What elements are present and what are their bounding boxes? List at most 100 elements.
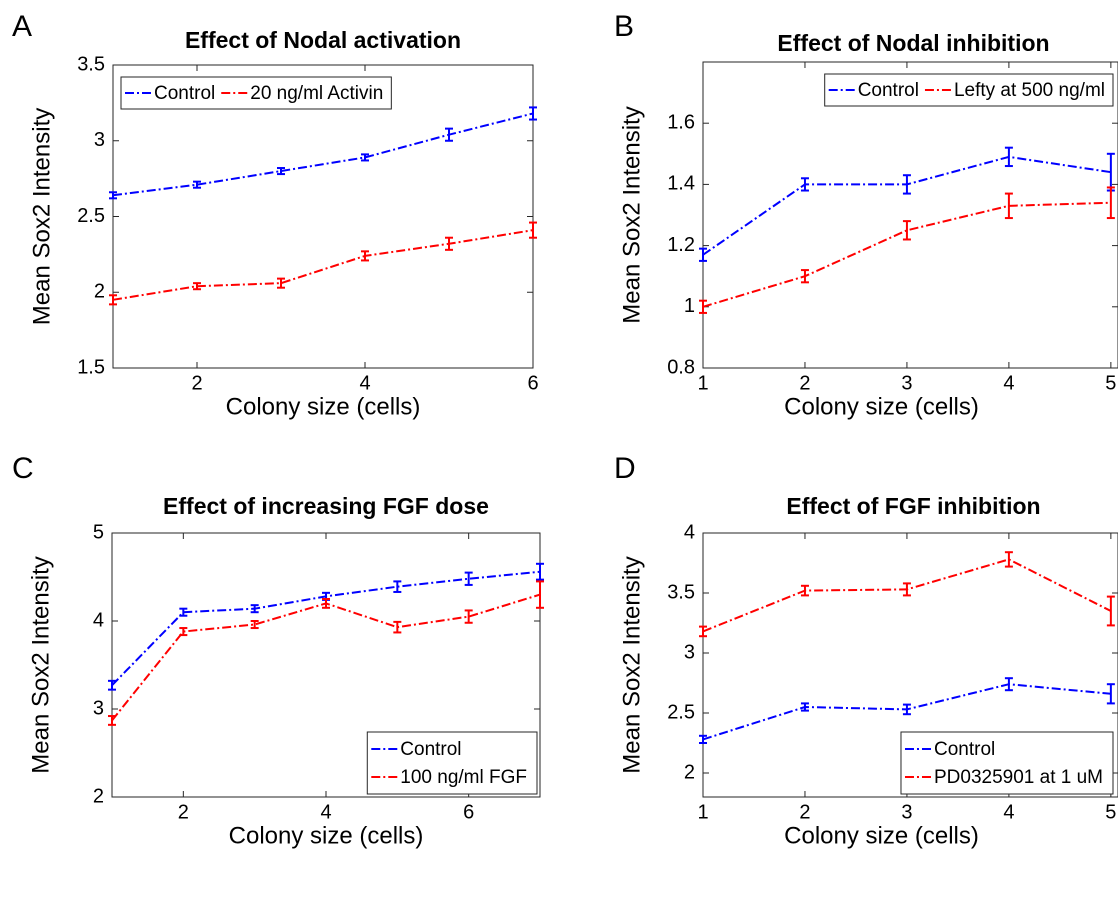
y-tick-label: 2.5 xyxy=(77,205,105,227)
legend-item: Control xyxy=(904,739,995,760)
error-bar xyxy=(109,294,117,306)
legend-label: 20 ng/ml Activin xyxy=(250,83,383,104)
x-axis-label: Colony size (cells) xyxy=(784,393,979,420)
legend-frame xyxy=(900,731,1114,795)
error-bar xyxy=(1004,551,1013,568)
error-bar xyxy=(464,609,473,624)
error-bar xyxy=(699,625,707,638)
error-bar xyxy=(1106,186,1115,220)
error-bar xyxy=(800,177,809,192)
x-axis-label: Colony size (cells) xyxy=(229,822,424,849)
error-bar xyxy=(393,620,402,634)
error-bar xyxy=(277,277,285,289)
error-bar xyxy=(179,627,188,637)
x-axis-label: Colony size (cells) xyxy=(784,822,979,849)
error-bar xyxy=(1004,677,1013,692)
legend-frame xyxy=(120,76,392,110)
error-bar xyxy=(699,299,707,314)
legend-label: 100 ng/ml FGF xyxy=(400,767,527,788)
legend-item: Lefty at 500 ng/ml xyxy=(924,80,1105,101)
series-line xyxy=(112,229,534,301)
y-tick-label: 2 xyxy=(94,281,105,303)
plot-frame xyxy=(112,64,534,369)
x-tick-label: 2 xyxy=(799,801,810,823)
panel-letter: C xyxy=(12,452,34,485)
error-bar xyxy=(902,703,911,716)
series-line xyxy=(111,570,541,686)
error-bar xyxy=(361,153,369,162)
y-tick-label: 3 xyxy=(684,641,695,663)
y-tick-label: 2.5 xyxy=(667,701,695,723)
y-axis-label: Mean Sox2 Intensity xyxy=(618,556,645,773)
y-tick-label: 0.8 xyxy=(667,356,695,378)
legend-frame xyxy=(366,731,538,795)
error-bar xyxy=(902,582,911,597)
legend-item: PD0325901 at 1 uM xyxy=(904,767,1103,788)
y-tick-label: 2 xyxy=(93,785,104,807)
error-bar xyxy=(536,580,544,609)
legend-frame xyxy=(824,73,1114,107)
error-bar xyxy=(1106,595,1115,627)
x-tick-label: 4 xyxy=(359,372,370,394)
error-bar xyxy=(250,620,259,630)
legend-label: Control xyxy=(154,83,215,104)
panel-group: A Effect of Nodal activation Colony size (… xyxy=(12,10,539,420)
y-axis-label: Mean Sox2 Intensity xyxy=(27,556,54,773)
legend-label: Control xyxy=(858,80,919,101)
legend: Control Lefty at 500 ng/ml xyxy=(824,73,1114,107)
series-line xyxy=(111,593,541,722)
x-tick-label: 4 xyxy=(320,801,331,823)
x-tick-label: 1 xyxy=(697,801,708,823)
x-tick-label: 2 xyxy=(178,801,189,823)
error-bar xyxy=(109,191,117,200)
y-tick-label: 3.5 xyxy=(667,581,695,603)
y-tick-label: 1.5 xyxy=(77,356,105,378)
x-tick-label: 6 xyxy=(463,801,474,823)
y-tick-label: 3 xyxy=(93,697,104,719)
legend-label: Control xyxy=(400,739,461,760)
error-bar xyxy=(902,220,911,241)
error-bar xyxy=(800,584,809,597)
error-bar xyxy=(322,598,330,609)
y-tick-label: 3.5 xyxy=(77,53,105,75)
x-tick-label: 4 xyxy=(1003,372,1014,394)
panel-group: D Effect of FGF inhibition Colony size (ce… xyxy=(614,452,1118,849)
legend-label: PD0325901 at 1 uM xyxy=(934,767,1103,788)
y-tick-label: 4 xyxy=(93,609,104,631)
legend: Control 100 ng/ml FGF xyxy=(366,731,538,795)
error-bar xyxy=(108,679,116,691)
x-tick-label: 4 xyxy=(1003,801,1014,823)
error-bar xyxy=(393,580,402,593)
y-tick-label: 1.2 xyxy=(667,234,695,256)
error-bar xyxy=(800,702,809,712)
x-axis-label: Colony size (cells) xyxy=(226,393,421,420)
x-tick-label: 6 xyxy=(527,372,538,394)
y-tick-label: 2 xyxy=(684,761,695,783)
y-axis-label: Mean Sox2 Intensity xyxy=(28,108,55,325)
error-bar xyxy=(1106,683,1115,705)
series-line xyxy=(112,112,534,197)
chart-title: Effect of increasing FGF dose xyxy=(163,493,489,519)
chart-title: Effect of FGF inhibition xyxy=(786,493,1040,519)
error-bar xyxy=(277,167,285,176)
error-bar xyxy=(699,247,707,262)
error-bar xyxy=(361,250,369,262)
y-axis-label: Mean Sox2 Intensity xyxy=(618,106,645,323)
legend-item: 20 ng/ml Activin xyxy=(221,83,383,104)
error-bar xyxy=(902,174,911,195)
panel-letter: A xyxy=(12,10,32,43)
y-tick-label: 5 xyxy=(93,521,104,543)
x-tick-label: 3 xyxy=(901,372,912,394)
y-tick-label: 4 xyxy=(684,521,695,543)
legend: Control 20 ng/ml Activin xyxy=(120,76,392,110)
error-bar xyxy=(800,269,809,284)
x-tick-label: 5 xyxy=(1105,801,1116,823)
panel-group: C Effect of increasing FGF dose Colony siz… xyxy=(12,452,544,849)
plot-frame xyxy=(702,61,1118,369)
legend-item: Control xyxy=(125,83,215,104)
error-bar xyxy=(445,127,453,142)
plot-frame xyxy=(702,532,1118,798)
error-bar xyxy=(445,236,453,251)
